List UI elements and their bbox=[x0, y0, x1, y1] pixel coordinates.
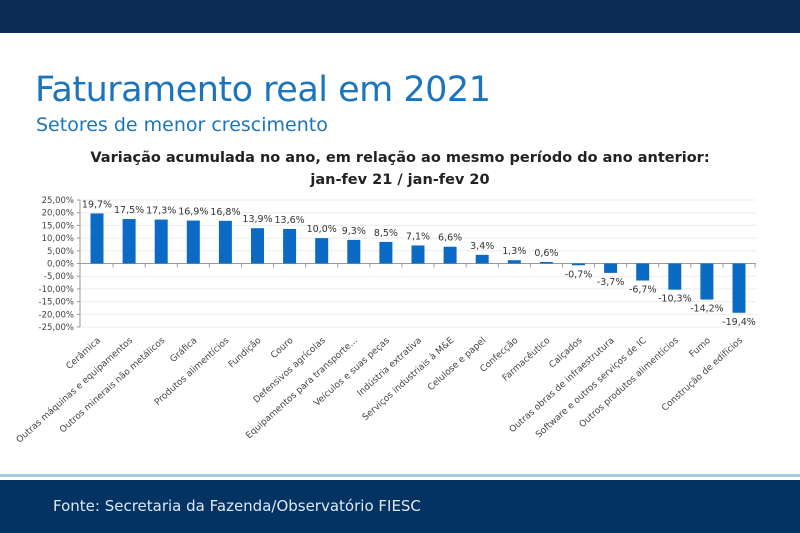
x-category-label: Couro bbox=[269, 335, 296, 360]
bar bbox=[475, 254, 489, 264]
x-category-label: Outras máquinas e equipamentos bbox=[15, 336, 136, 446]
data-label: 16,9% bbox=[178, 207, 208, 218]
chart-subtitle: jan-fev 21 / jan-fev 20 bbox=[310, 172, 490, 188]
bar bbox=[186, 220, 200, 264]
bar bbox=[604, 263, 618, 273]
bar bbox=[379, 241, 393, 264]
data-label: 13,6% bbox=[275, 215, 305, 226]
y-tick-label: -20,00% bbox=[39, 310, 74, 320]
x-category-label: Fumo bbox=[688, 335, 713, 359]
y-tick-label: 15,00% bbox=[42, 221, 74, 231]
data-label: -10,3% bbox=[658, 294, 692, 305]
y-tick-label: 20,00% bbox=[42, 209, 74, 219]
data-label: 17,5% bbox=[114, 205, 144, 216]
bar bbox=[700, 263, 714, 300]
bar-chart: 25,00% 20,00% 15,00% 10,00% 5,00% 0,00% -5,00%… bbox=[15, 196, 756, 446]
bar bbox=[283, 228, 297, 264]
separator-line bbox=[0, 474, 800, 477]
top-band bbox=[0, 0, 800, 33]
x-category-label: Gráfica bbox=[169, 336, 200, 365]
bar bbox=[122, 219, 136, 264]
data-label: 10,0% bbox=[307, 224, 337, 235]
bar bbox=[443, 246, 457, 264]
data-label: 13,9% bbox=[242, 214, 272, 225]
data-label: 7,1% bbox=[406, 231, 430, 242]
data-label: 6,6% bbox=[438, 233, 462, 244]
bar bbox=[539, 261, 553, 264]
data-label: 0,6% bbox=[534, 248, 558, 259]
source-note: Fonte: Secretaria da Fazenda/Observatóri… bbox=[53, 497, 421, 515]
y-tick-label: 0,00% bbox=[47, 260, 74, 270]
y-tick-label: -10,00% bbox=[39, 285, 74, 295]
x-category-label: Fundição bbox=[227, 335, 264, 370]
bar bbox=[636, 263, 650, 281]
chart-title: Variação acumulada no ano, em relação ao… bbox=[90, 150, 710, 166]
page-title: Faturamento real em 2021 bbox=[35, 70, 491, 110]
data-label: 1,3% bbox=[502, 246, 526, 257]
bar bbox=[218, 220, 232, 264]
page-subtitle: Setores de menor crescimento bbox=[36, 114, 328, 136]
y-tick-label: -5,00% bbox=[44, 272, 74, 282]
bar bbox=[251, 228, 264, 264]
y-tick-label: -15,00% bbox=[39, 298, 74, 308]
y-tick-label: -25,00% bbox=[39, 323, 74, 333]
data-label: 16,8% bbox=[210, 207, 240, 218]
bar bbox=[507, 260, 521, 264]
data-label: -14,2% bbox=[690, 304, 724, 315]
bar bbox=[411, 245, 425, 264]
bar bbox=[154, 219, 168, 264]
data-label: -0,7% bbox=[565, 269, 593, 280]
footer-band bbox=[0, 480, 800, 533]
data-label: 8,5% bbox=[374, 228, 398, 239]
data-label: -19,4% bbox=[722, 317, 756, 328]
data-label: 19,7% bbox=[82, 199, 112, 210]
data-label: -3,7% bbox=[597, 277, 625, 288]
bar bbox=[315, 238, 329, 264]
bar bbox=[732, 263, 746, 313]
y-tick-label: 25,00% bbox=[42, 196, 74, 206]
y-tick-label: 5,00% bbox=[47, 247, 74, 257]
bar bbox=[347, 239, 361, 264]
bar bbox=[90, 213, 104, 264]
y-tick-label: 10,00% bbox=[42, 234, 74, 244]
data-label: 3,4% bbox=[470, 241, 494, 252]
data-label: -6,7% bbox=[629, 285, 657, 296]
data-label: 17,3% bbox=[146, 206, 176, 217]
data-label: 9,3% bbox=[342, 226, 366, 237]
bar bbox=[572, 263, 585, 266]
x-category-label: Celulose e papel bbox=[426, 336, 488, 393]
bar bbox=[668, 263, 682, 290]
